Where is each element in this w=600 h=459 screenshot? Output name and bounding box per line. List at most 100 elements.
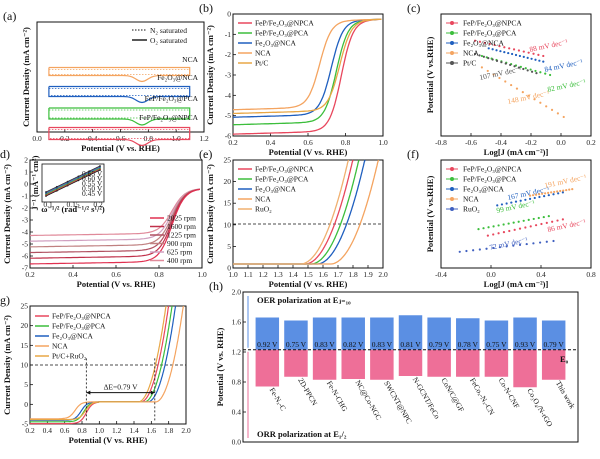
legend-entry-g: FeP/Fe₂O₃@NPCA xyxy=(52,312,111,321)
bar-orr-h xyxy=(312,349,337,380)
bar-oer-h xyxy=(484,320,509,350)
x-tick-label-e: 1.9 xyxy=(363,270,373,279)
tafel-point-c xyxy=(532,52,535,55)
x-tick-label-a: 0.6 xyxy=(116,134,126,143)
tafel-point-c xyxy=(513,65,516,68)
x-tick-label-e: 2.0 xyxy=(378,270,388,279)
legend-entry-b: FeP/Fe₂O₃@PCA xyxy=(255,29,309,38)
inset-legend-d: 0.45 V xyxy=(82,189,103,198)
legend-marker-f xyxy=(450,177,454,181)
tafel-point-f xyxy=(547,215,550,218)
inset-legend-d: 0.60 V xyxy=(82,174,103,183)
bar-value-label-h: 0.82 V xyxy=(343,340,364,349)
tafel-point-f xyxy=(505,245,508,248)
tafel-point-c xyxy=(529,68,532,71)
tafel-point-f xyxy=(502,223,505,226)
bar-orr-h xyxy=(255,349,280,387)
x-tick-label-g: 1.8 xyxy=(164,426,174,435)
tafel-point-f xyxy=(538,195,541,199)
tafel-point-c xyxy=(493,43,496,47)
bar-value-label-h: 0.83 V xyxy=(314,340,335,349)
tafel-point-f xyxy=(524,198,527,201)
bar-oer-h xyxy=(398,315,423,350)
tafel-point-c xyxy=(548,73,552,77)
tafel-point-f xyxy=(556,190,559,193)
x-tick-label-b: 0.4 xyxy=(266,138,276,147)
tafel-point-f xyxy=(541,192,544,195)
tafel-point-f xyxy=(485,247,488,250)
legend-marker-c xyxy=(450,61,454,65)
y-tick-label-b: -3 xyxy=(225,71,231,80)
x-tick-label-d: 0.2 xyxy=(25,270,35,279)
bar-value-label-h: 0.83 V xyxy=(372,340,393,349)
y-tick-label-g: -5 xyxy=(22,420,28,429)
lsv-curve-b-3 xyxy=(233,18,382,111)
tafel-point-f xyxy=(532,217,535,221)
bar-orr-h xyxy=(541,349,566,380)
bar-oer-h xyxy=(456,318,480,350)
tafel-point-f xyxy=(486,234,489,237)
tafel-point-c xyxy=(522,55,525,58)
tafel-point-c xyxy=(522,67,525,71)
cv-o2-curve-0 xyxy=(48,66,191,83)
bar-orr-h xyxy=(370,349,394,380)
legend-entry-g: FeP/Fe₂O₃@PCA xyxy=(52,322,106,331)
x-tick-label-e: 1.2 xyxy=(258,270,268,279)
legend-entry-c: NCA xyxy=(463,49,479,58)
inset-point-d xyxy=(77,175,80,178)
tafel-point-f xyxy=(562,189,565,192)
curve-label-a: Fe₂O₃@NCA xyxy=(157,73,198,82)
tafel-point-c xyxy=(550,108,554,111)
x-tick-label-a: 0.0 xyxy=(32,134,42,143)
x-tick-label-d: 0.8 xyxy=(154,270,164,279)
inset-x-label-d: ω⁻¹/² (rad⁻¹/² s¹/²) xyxy=(41,204,105,214)
x-tick-label-c: -0.4 xyxy=(495,138,507,147)
tafel-point-f xyxy=(502,231,506,234)
curve-label-a: NCA xyxy=(182,55,198,64)
tafel-point-c xyxy=(503,51,506,54)
legend-entry-b: Fe₂O₃@NCA xyxy=(255,39,296,48)
x-tick-label-d: 0.6 xyxy=(111,270,121,279)
tafel-point-c xyxy=(495,49,498,52)
lsv-curve-b-0 xyxy=(233,18,382,135)
bar-category-label-h: N-GCNT/FeCo xyxy=(411,376,442,421)
legend-entry-c: FeP/Fe₂O₃@NPCA xyxy=(463,19,522,28)
legend-entry-d: 625 rpm xyxy=(167,248,192,257)
y-tick-label-h: 0.4 xyxy=(232,408,242,417)
tafel-point-f xyxy=(561,191,564,194)
legend-entry-b: FeP/Fe₂O₃@NPCA xyxy=(255,19,314,28)
bar-oer-h xyxy=(370,317,394,350)
tafel-point-f xyxy=(557,192,560,195)
tafel-point-c xyxy=(542,60,545,63)
y-tick-label-b: -2 xyxy=(225,50,231,59)
bar-oer-h xyxy=(427,317,451,350)
x-tick-label-c: 0.2 xyxy=(586,138,596,147)
tafel-point-c xyxy=(539,71,542,74)
tafel-point-f xyxy=(482,227,485,230)
y-tick-label-d: 0 xyxy=(24,180,28,189)
tafel-point-f xyxy=(539,241,542,244)
inset-point-d xyxy=(55,185,58,188)
y-axis-label-f: Potential (V vs.RHE) xyxy=(425,176,435,253)
inset-x-tick-d: 0.2 xyxy=(93,200,103,209)
tafel-point-c xyxy=(510,83,513,87)
tafel-point-c xyxy=(498,45,501,48)
legend-entry-e: NCA xyxy=(255,195,271,204)
legend-marker-c xyxy=(450,51,454,55)
plot-frame-c xyxy=(440,13,592,137)
inset-point-d xyxy=(45,191,47,193)
tafel-slope-label-c: 84 mV dec⁻¹ xyxy=(544,57,584,74)
legend-entry-f: FeP/Fe₂O₃@PCA xyxy=(463,175,517,184)
rde-curve-d-0 xyxy=(30,188,200,237)
bar-orr-h xyxy=(513,349,537,388)
tafel-point-f xyxy=(559,189,562,193)
x-tick-label-g: 1.2 xyxy=(112,426,122,435)
tafel-point-c xyxy=(518,54,521,58)
y-axis-label-c: Potential (V vs.RHE) xyxy=(425,37,435,114)
tafel-point-f xyxy=(553,190,556,194)
overall-curve-g-4 xyxy=(30,305,167,421)
tafel-point-c xyxy=(527,51,530,54)
rde-curve-d-2 xyxy=(29,188,200,248)
tafel-point-f xyxy=(496,204,499,207)
legend-marker-c xyxy=(450,41,454,45)
